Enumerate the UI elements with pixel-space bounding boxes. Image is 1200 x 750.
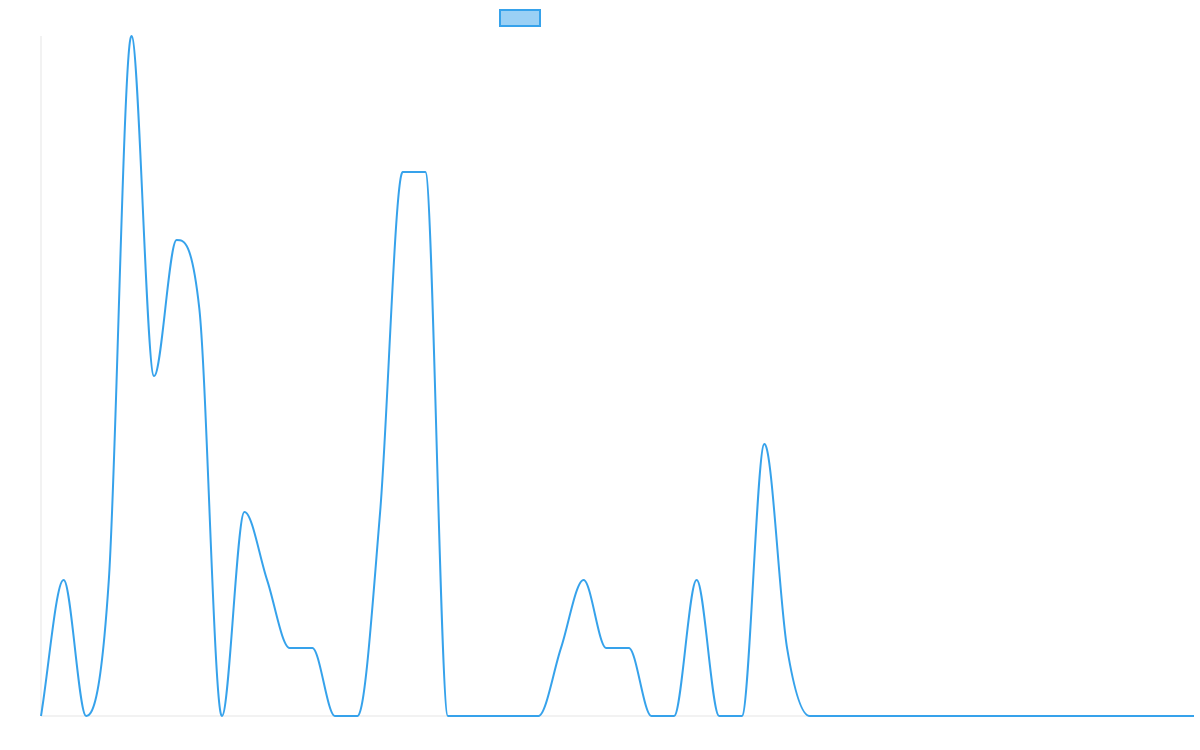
data-point-0-19 <box>469 714 473 718</box>
data-point-0-14 <box>356 714 360 718</box>
data-point-0-9 <box>242 510 246 514</box>
data-point-0-46 <box>1079 714 1083 718</box>
data-point-0-27 <box>649 714 653 718</box>
data-point-0-50 <box>1169 714 1173 718</box>
data-point-0-22 <box>536 714 540 718</box>
data-point-0-38 <box>898 714 902 718</box>
data-point-0-10 <box>265 578 269 582</box>
data-point-0-3 <box>107 578 111 582</box>
data-point-0-0 <box>39 714 43 718</box>
data-point-0-42 <box>989 714 993 718</box>
data-point-0-11 <box>288 646 292 650</box>
data-point-0-48 <box>1124 714 1128 718</box>
data-point-0-39 <box>921 714 925 718</box>
data-point-0-34 <box>808 714 812 718</box>
data-point-0-47 <box>1102 714 1106 718</box>
data-point-0-45 <box>1056 714 1060 718</box>
data-point-0-31 <box>740 714 744 718</box>
data-point-0-29 <box>695 578 699 582</box>
data-point-0-36 <box>853 714 857 718</box>
data-point-0-44 <box>1034 714 1038 718</box>
data-point-0-25 <box>604 646 608 650</box>
data-point-0-28 <box>672 714 676 718</box>
data-point-0-2 <box>84 714 88 718</box>
data-point-0-23 <box>559 646 563 650</box>
data-point-0-26 <box>627 646 631 650</box>
data-point-0-32 <box>762 442 766 446</box>
data-point-0-43 <box>1011 714 1015 718</box>
series-line-0 <box>40 35 1194 717</box>
data-point-0-21 <box>514 714 518 718</box>
data-point-0-37 <box>875 714 879 718</box>
data-point-0-8 <box>220 714 224 718</box>
data-point-0-7 <box>197 306 201 310</box>
data-point-0-1 <box>62 578 66 582</box>
data-point-0-40 <box>943 714 947 718</box>
data-point-0-18 <box>446 714 450 718</box>
legend-swatch <box>499 9 541 27</box>
data-point-0-12 <box>310 646 314 650</box>
data-point-0-6 <box>175 238 179 242</box>
data-point-0-4 <box>129 34 133 38</box>
data-point-0-13 <box>333 714 337 718</box>
data-point-0-16 <box>401 170 405 174</box>
data-point-0-35 <box>830 714 834 718</box>
data-point-0-33 <box>785 646 789 650</box>
data-point-0-30 <box>717 714 721 718</box>
data-point-0-49 <box>1147 714 1151 718</box>
data-point-0-24 <box>582 578 586 582</box>
data-point-0-51 <box>1192 714 1196 718</box>
data-point-0-41 <box>966 714 970 718</box>
data-point-0-15 <box>378 510 382 514</box>
data-point-0-5 <box>152 374 156 378</box>
data-point-0-20 <box>491 714 495 718</box>
data-point-0-17 <box>423 170 427 174</box>
